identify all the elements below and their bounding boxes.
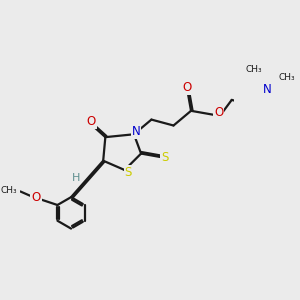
Text: CH₃: CH₃ (279, 73, 295, 82)
Text: O: O (86, 115, 96, 128)
Text: N: N (132, 125, 140, 138)
Text: O: O (214, 106, 223, 119)
Text: CH₃: CH₃ (1, 186, 17, 195)
Text: CH₃: CH₃ (246, 65, 262, 74)
Text: S: S (161, 151, 168, 164)
Text: H: H (72, 172, 81, 182)
Text: N: N (262, 83, 271, 96)
Text: O: O (32, 191, 40, 204)
Text: O: O (183, 81, 192, 94)
Text: S: S (124, 167, 132, 179)
